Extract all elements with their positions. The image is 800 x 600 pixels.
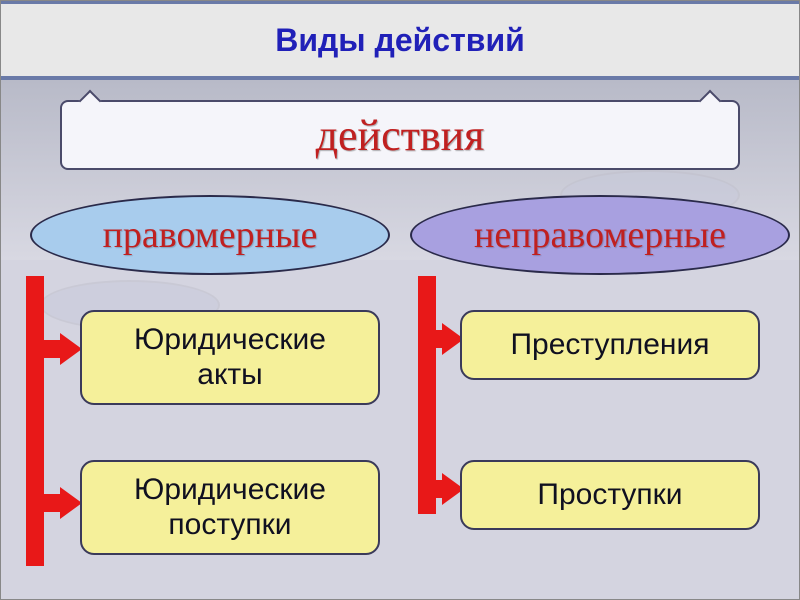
child-box-left-2: Юридическиепоступки — [80, 460, 380, 555]
arrow-head-icon — [60, 487, 82, 519]
child-box-label: Преступления — [510, 328, 709, 363]
child-box-right-2: Проступки — [460, 460, 760, 530]
child-box-right-1: Преступления — [460, 310, 760, 380]
child-box-left-1: Юридическиеакты — [80, 310, 380, 405]
child-box-label: Юридическиепоступки — [134, 473, 326, 542]
arrow-head-icon — [60, 333, 82, 365]
child-box-label: Проступки — [537, 478, 682, 513]
branch-ellipse-right: неправомерные — [410, 195, 790, 275]
slide-title: Виды действий — [275, 22, 525, 59]
root-node-label: действия — [316, 110, 485, 161]
branch-ellipse-right-label: неправомерные — [474, 213, 726, 257]
slide-header: Виды действий — [0, 0, 800, 80]
child-box-label: Юридическиеакты — [134, 323, 326, 392]
branch-ellipse-left-label: правомерные — [103, 213, 318, 257]
arrow-segment — [26, 340, 64, 358]
branch-ellipse-left: правомерные — [30, 195, 390, 275]
arrow-segment — [418, 276, 436, 514]
arrow-segment — [26, 276, 44, 566]
arrow-segment — [26, 494, 64, 512]
root-node: действия — [60, 100, 740, 170]
